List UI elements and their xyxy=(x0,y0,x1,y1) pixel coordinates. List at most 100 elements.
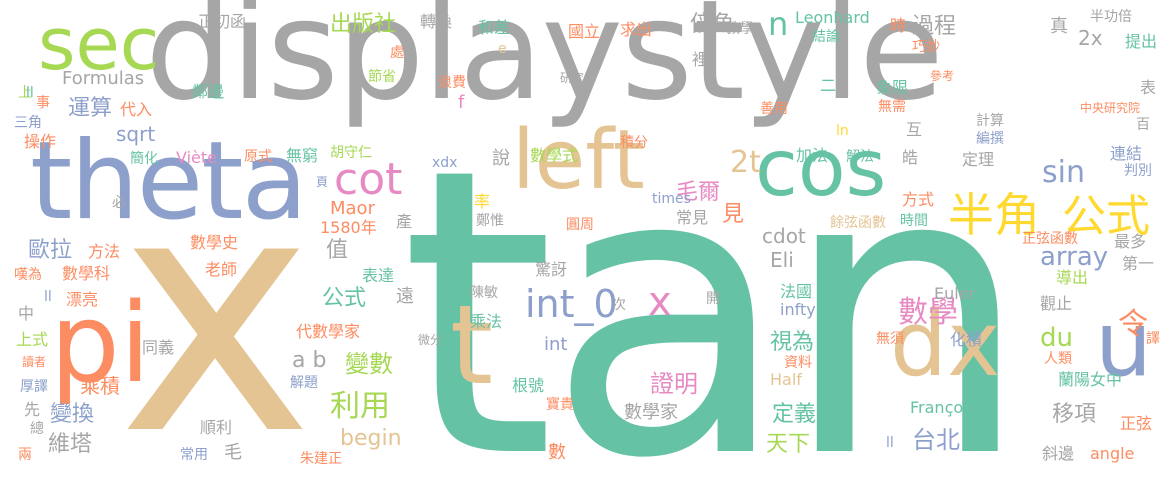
word-tianxia: 天下 xyxy=(766,432,811,457)
word-xian: 先 xyxy=(24,400,41,419)
word-mutual: 互 xyxy=(906,120,923,139)
word-common-use: 常用 xyxy=(180,447,208,463)
word-zhong: 中 xyxy=(18,304,35,323)
word-smooth: 順利 xyxy=(200,418,233,437)
word-li: 裡 xyxy=(692,50,709,69)
word-ci: 次 xyxy=(612,297,626,313)
word-cos: cos xyxy=(755,124,887,214)
word-say: 說 xyxy=(492,148,510,169)
word-times: times xyxy=(652,191,691,207)
word-solve: 解題 xyxy=(290,375,318,391)
word-formula: 公式 xyxy=(1062,191,1150,242)
word-hao: 皓 xyxy=(902,148,919,167)
word-algebraist: 代數學家 xyxy=(296,322,361,341)
word-teaching: 教學 xyxy=(726,21,754,37)
word-viete: Viète xyxy=(176,148,217,167)
word-ll-1: ll xyxy=(44,289,52,305)
word-ye: 頁 xyxy=(316,175,329,189)
word-bi: 必 xyxy=(112,195,126,211)
word-half-power: 半功倍 xyxy=(1090,9,1132,25)
word-root: 根號 xyxy=(512,376,545,395)
word-conclusion: 結論 xyxy=(812,29,840,45)
word-mao-er: 毛爾 xyxy=(676,180,721,205)
word-sin: sin xyxy=(1042,155,1085,190)
word-find: 求出 xyxy=(620,20,653,39)
word-way: 方式 xyxy=(902,190,935,209)
word-shu: 數 xyxy=(548,442,566,463)
word-product: 乘積 xyxy=(80,374,120,398)
word-euler: Euler xyxy=(934,284,976,303)
word-integral: 積分 xyxy=(620,135,648,151)
word-neighbor: 鄰邊 xyxy=(192,82,225,101)
word-chu: 處 xyxy=(390,45,404,61)
word-left: left xyxy=(512,113,645,208)
word-int-0: int_0 xyxy=(525,282,618,326)
word-dx: dx xyxy=(890,292,1001,397)
word-previous: 上式 xyxy=(16,330,49,349)
word-er: 二 xyxy=(820,76,837,95)
word-differential: 微分 xyxy=(418,333,443,347)
word-propose: 提出 xyxy=(1125,32,1158,51)
word-multiply: 乘法 xyxy=(470,312,503,331)
word-common: 常見 xyxy=(676,208,709,227)
word-infinite: 無窮 xyxy=(286,146,319,165)
word-begin: begin xyxy=(340,426,402,451)
word-circumference: 圓周 xyxy=(566,217,594,233)
word-half-angle: 半角 xyxy=(948,188,1040,242)
word-maor: Maor xyxy=(330,198,375,219)
word-quadrant: 象限 xyxy=(876,78,909,97)
word-solution: 解法 xyxy=(846,149,874,165)
word-central-inst: 中央研究院 xyxy=(1080,101,1141,115)
word-2t: 2t xyxy=(730,145,761,180)
word-n: n xyxy=(768,5,789,43)
word-gongshi2: 公式 xyxy=(322,286,367,311)
word-a-b: a b xyxy=(292,348,327,373)
word-array: array xyxy=(1040,242,1109,272)
word-data: 資料 xyxy=(784,355,812,371)
word-2x: 2x xyxy=(1078,26,1103,50)
word-publisher: 出版社 xyxy=(330,12,397,37)
word-table: 表 xyxy=(1140,78,1157,97)
word-formulas: Formulas xyxy=(62,68,145,89)
word-sum-diff: 和差 xyxy=(478,18,511,37)
word-zong: 總 xyxy=(30,421,44,437)
word-shi: 事 xyxy=(36,95,50,111)
word-theta: theta xyxy=(30,119,308,244)
word-simplify: 簡化 xyxy=(130,151,158,167)
word-convert: 轉換 xyxy=(420,12,453,31)
word-no-need: 無需 xyxy=(878,99,906,115)
word-mathematician: 數學家 xyxy=(624,402,678,423)
word-1580: 1580年 xyxy=(320,218,377,237)
word-define: 定義 xyxy=(772,402,817,427)
word-move-term: 移項 xyxy=(1052,402,1097,427)
word-eli: Eli xyxy=(770,248,794,272)
word-sec: sec xyxy=(38,2,160,86)
word-f: f xyxy=(458,92,465,113)
word-use: 利用 xyxy=(330,389,390,424)
word-x2: x xyxy=(648,279,672,325)
word-transform: 變換 xyxy=(50,402,95,427)
word-hundred: 百 xyxy=(1136,117,1150,133)
word-reader: 讀者 xyxy=(22,355,47,369)
word-operation: 運算 xyxy=(68,96,113,121)
word-translate: 譯 xyxy=(1146,331,1160,347)
word-addition: 加法 xyxy=(796,146,829,165)
word-e-small: e xyxy=(498,41,507,57)
word-surprise: 驚訝 xyxy=(535,260,568,279)
word-good-use: 善用 xyxy=(760,101,788,117)
word-institute: 研究所 xyxy=(560,71,597,85)
word-zhu-jianzheng: 朱建正 xyxy=(300,451,342,467)
word-half: Half xyxy=(770,370,802,389)
word-slant: 斜邊 xyxy=(1042,444,1075,463)
word-infty: infty xyxy=(780,300,816,319)
word-original: 原式 xyxy=(244,149,272,165)
word-save: 節省 xyxy=(368,69,396,85)
word-most: 最多 xyxy=(1114,232,1147,251)
word-precious: 寶貴 xyxy=(546,397,574,413)
word-time: 時間 xyxy=(900,213,928,229)
word-true: 真 xyxy=(1050,16,1068,37)
word-shang: 上 xyxy=(18,85,32,101)
word-ll-2: ll xyxy=(886,435,894,451)
word-prove: 證明 xyxy=(650,370,698,398)
